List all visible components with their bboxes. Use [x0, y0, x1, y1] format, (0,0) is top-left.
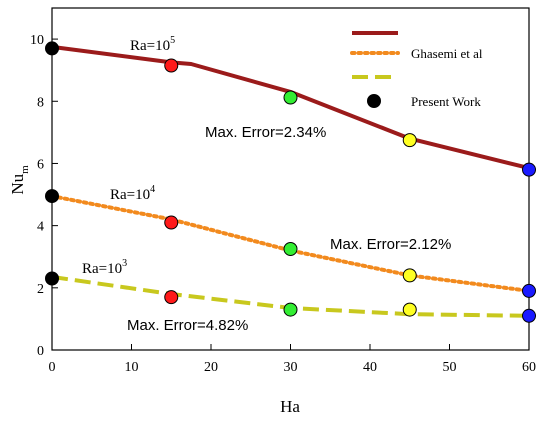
- x-tick-label: 40: [363, 360, 377, 375]
- data-point-marker: [164, 290, 179, 305]
- data-point-marker: [45, 189, 59, 204]
- data-point-marker: [45, 41, 59, 56]
- annotation-max-error-2-34: Max. Error=2.34%: [205, 124, 326, 141]
- data-point-marker: [522, 308, 536, 323]
- data-point-marker: [45, 271, 59, 286]
- data-point-marker: [402, 302, 417, 317]
- legend-label: Present Work: [411, 94, 481, 109]
- data-point-marker: [283, 302, 298, 317]
- data-point-marker: [522, 162, 536, 177]
- annotation-max-error-4-82: Max. Error=4.82%: [127, 317, 248, 334]
- y-tick-label: 4: [37, 220, 44, 235]
- data-point-marker: [164, 58, 179, 73]
- annotation-ra-1e5: Ra=105: [130, 35, 175, 54]
- data-point-marker: [402, 133, 417, 148]
- x-tick-label: 50: [443, 360, 457, 375]
- x-tick-label: 0: [49, 360, 56, 375]
- x-tick-label: 30: [284, 360, 298, 375]
- y-tick-label: 6: [37, 157, 44, 172]
- x-tick-label: 20: [204, 360, 218, 375]
- y-tick-label: 2: [37, 282, 44, 297]
- legend-marker: [367, 94, 381, 108]
- x-tick-label: 10: [125, 360, 139, 375]
- data-point-marker: [164, 215, 179, 230]
- data-point-marker: [283, 90, 298, 105]
- y-tick-label: 8: [37, 95, 44, 110]
- annotation-ra-1e4: Ra=104: [110, 184, 155, 203]
- legend-label: Ghasemi et al: [411, 46, 483, 61]
- data-point-marker: [402, 268, 417, 283]
- annotation-ra-1e3: Ra=103: [82, 258, 127, 277]
- y-tick-label: 10: [30, 33, 44, 48]
- x-tick-label: 60: [522, 360, 536, 375]
- y-tick-label: 0: [37, 344, 44, 359]
- data-point-marker: [283, 241, 298, 256]
- y-axis-label: Num: [8, 165, 31, 195]
- series-line-solid: [51, 44, 530, 171]
- x-axis-label: Ha: [280, 397, 300, 416]
- annotation-max-error-2-12: Max. Error=2.12%: [330, 236, 451, 253]
- data-point-marker: [522, 283, 536, 298]
